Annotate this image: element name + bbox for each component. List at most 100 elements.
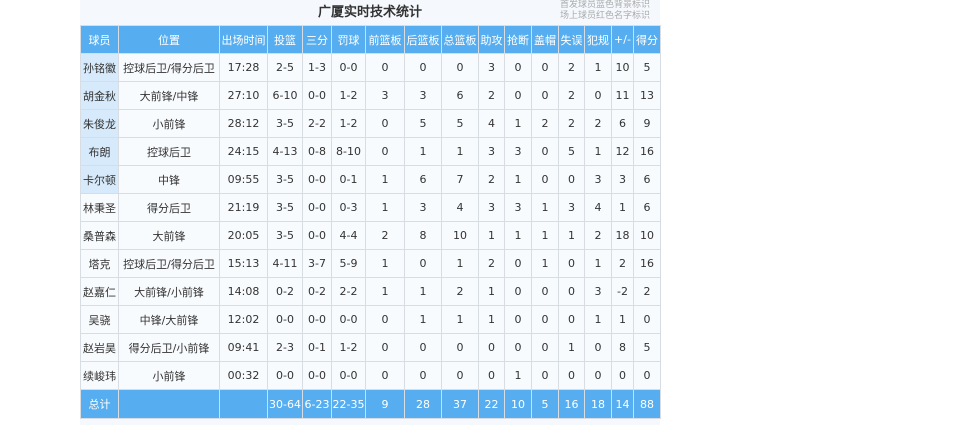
- stat-cell: 4: [478, 109, 505, 138]
- stat-cell: 0: [404, 333, 442, 362]
- column-header: 后篮板: [404, 25, 442, 54]
- column-header: 犯规: [584, 25, 612, 54]
- total-cell: 总计: [80, 389, 119, 419]
- stat-cell: 1: [504, 221, 532, 250]
- player-name[interactable]: 桑普森: [80, 221, 119, 250]
- player-name[interactable]: 吴骁: [80, 305, 119, 334]
- stat-cell: 4: [584, 193, 612, 222]
- stat-cell: 0-1: [302, 333, 332, 362]
- stat-cell: 3: [404, 81, 442, 110]
- column-header: +/-: [611, 25, 634, 54]
- total-cell: 9: [365, 389, 405, 419]
- total-cell: 28: [404, 389, 442, 419]
- total-cell: 6-23: [302, 389, 332, 419]
- stat-cell: 0-0: [302, 165, 332, 194]
- legend-starter: 首发球员蓝色背景标识: [559, 0, 650, 10]
- stat-cell: 0: [504, 277, 532, 306]
- stat-cell: 2: [558, 53, 585, 82]
- stat-cell: 3: [478, 137, 505, 166]
- stat-cell: 0: [504, 81, 532, 110]
- stat-cell: 1: [504, 361, 532, 390]
- stat-cell: 5: [404, 109, 442, 138]
- stat-cell: 3: [584, 165, 612, 194]
- stat-cell: 10: [611, 53, 634, 82]
- stat-cell: 4-4: [331, 221, 366, 250]
- stat-cell: 18: [611, 221, 634, 250]
- stat-cell: 0: [531, 361, 559, 390]
- stat-cell: 0-0: [267, 361, 303, 390]
- column-header: 出场时间: [219, 25, 268, 54]
- stat-cell: 8-10: [331, 137, 366, 166]
- player-name[interactable]: 孙铭徽: [80, 53, 119, 82]
- stat-cell: 0: [365, 53, 405, 82]
- total-cell: 5: [531, 389, 559, 419]
- stat-cell: 00:32: [219, 361, 268, 390]
- player-name[interactable]: 续峻玮: [80, 361, 119, 390]
- stat-cell: 0: [584, 333, 612, 362]
- stat-cell: 1: [504, 109, 532, 138]
- player-name[interactable]: 林秉圣: [80, 193, 119, 222]
- stat-cell: 2: [365, 221, 405, 250]
- stat-cell: 1: [558, 333, 585, 362]
- stat-cell: 0: [584, 361, 612, 390]
- stat-cell: 1: [478, 221, 505, 250]
- stat-cell: 大前锋/中锋: [118, 81, 220, 110]
- stat-cell: 8: [404, 221, 442, 250]
- stat-cell: 5: [558, 137, 585, 166]
- player-name[interactable]: 胡金秋: [80, 81, 119, 110]
- stat-cell: 2: [611, 249, 634, 278]
- stat-cell: 0-0: [302, 221, 332, 250]
- stat-cell: 09:55: [219, 165, 268, 194]
- stat-cell: 15:13: [219, 249, 268, 278]
- stat-cell: 1: [441, 305, 479, 334]
- stat-cell: 0: [365, 333, 405, 362]
- stat-cell: 小前锋: [118, 109, 220, 138]
- stat-cell: 0: [611, 361, 634, 390]
- stat-cell: 大前锋: [118, 221, 220, 250]
- stat-cell: 0: [478, 361, 505, 390]
- player-name[interactable]: 赵嘉仁: [80, 277, 119, 306]
- player-name[interactable]: 卡尔顿: [80, 165, 119, 194]
- stat-cell: 16: [633, 249, 661, 278]
- stat-cell: 5-9: [331, 249, 366, 278]
- stat-cell: 1: [365, 277, 405, 306]
- stat-cell: 1: [441, 249, 479, 278]
- stat-cell: 3-5: [267, 109, 303, 138]
- stat-cell: 3: [478, 53, 505, 82]
- player-name[interactable]: 赵岩昊: [80, 333, 119, 362]
- stat-cell: 1: [584, 249, 612, 278]
- stat-cell: 控球后卫: [118, 137, 220, 166]
- stat-cell: 0-8: [302, 137, 332, 166]
- player-row: 孙铭徽 控球后卫/得分后卫 17:28 2-5 1-3 0-0 0 0 0 3 0 0 2 1 10 5: [80, 53, 661, 82]
- column-header: 总篮板: [441, 25, 479, 54]
- stat-cell: 0: [478, 333, 505, 362]
- stat-cell: 0-0: [302, 361, 332, 390]
- stat-cell: 1: [584, 53, 612, 82]
- stat-cell: 0-0: [331, 305, 366, 334]
- stat-cell: 4-11: [267, 249, 303, 278]
- stat-cell: 1-2: [331, 81, 366, 110]
- stat-cell: 1: [478, 305, 505, 334]
- stat-cell: 0: [365, 137, 405, 166]
- legend-on-court: 场上球员红色名字标识: [559, 11, 650, 21]
- player-name[interactable]: 塔克: [80, 249, 119, 278]
- stat-cell: 14:08: [219, 277, 268, 306]
- stat-cell: 0: [633, 361, 661, 390]
- stat-cell: 0-1: [331, 165, 366, 194]
- stat-cell: 11: [611, 81, 634, 110]
- stat-cell: 21:19: [219, 193, 268, 222]
- stat-cell: 3: [558, 193, 585, 222]
- stat-cell: 中锋: [118, 165, 220, 194]
- stat-cell: 0: [404, 361, 442, 390]
- player-row: 布朗 控球后卫 24:15 4-13 0-8 8-10 0 1 1 3 3 0 5 1 12 16: [80, 137, 661, 166]
- player-name[interactable]: 布朗: [80, 137, 119, 166]
- stat-cell: 2: [558, 109, 585, 138]
- stat-cell: 5: [441, 109, 479, 138]
- stat-cell: 0-3: [331, 193, 366, 222]
- column-header: 失误: [558, 25, 585, 54]
- total-cell: 18: [584, 389, 612, 419]
- stat-cell: 2: [584, 221, 612, 250]
- player-name[interactable]: 朱俊龙: [80, 109, 119, 138]
- stat-cell: 0: [365, 109, 405, 138]
- stat-cell: 0: [584, 81, 612, 110]
